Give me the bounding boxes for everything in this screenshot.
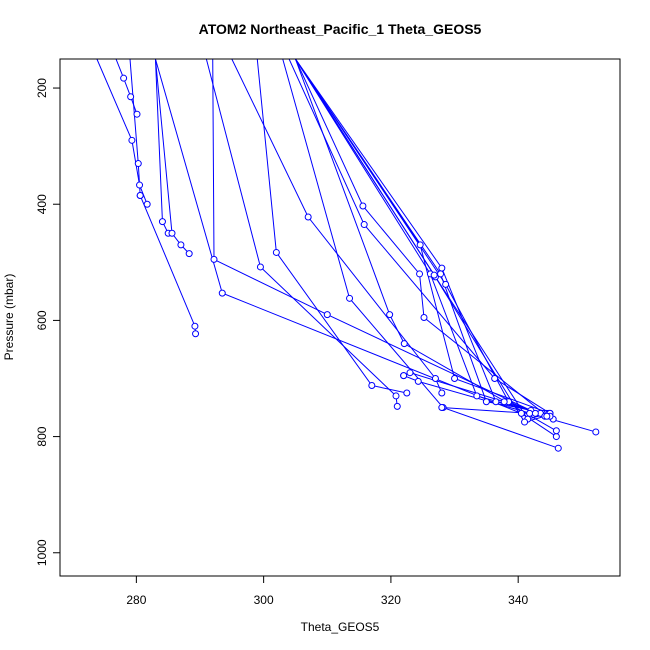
data-point bbox=[400, 372, 408, 380]
data-point bbox=[500, 398, 508, 406]
plot-frame bbox=[59, 58, 621, 577]
data-point bbox=[323, 311, 331, 319]
y-tick-label: 1000 bbox=[35, 539, 49, 566]
data-point bbox=[158, 218, 166, 226]
y-tick-label: 800 bbox=[35, 426, 49, 446]
chart-title: ATOM2 Northeast_Pacific_1 Theta_GEOS5 bbox=[199, 21, 482, 37]
data-point bbox=[552, 427, 560, 435]
data-point bbox=[134, 160, 142, 168]
data-point bbox=[218, 289, 226, 297]
data-point bbox=[592, 428, 600, 436]
data-point bbox=[442, 280, 450, 288]
data-point bbox=[431, 374, 439, 382]
data-point bbox=[168, 229, 176, 237]
data-point bbox=[143, 200, 151, 208]
data-point bbox=[360, 221, 368, 229]
x-tick-label: 340 bbox=[508, 593, 528, 607]
data-point bbox=[192, 330, 200, 338]
data-point bbox=[451, 374, 459, 382]
series-line-14 bbox=[288, 59, 551, 414]
data-point bbox=[136, 181, 144, 189]
data-point bbox=[473, 392, 481, 400]
data-point bbox=[531, 409, 539, 417]
series-line-10 bbox=[256, 59, 407, 394]
x-axis: 280 300 320 340 bbox=[126, 576, 529, 607]
data-point bbox=[127, 93, 135, 101]
data-point bbox=[482, 398, 490, 406]
series-line-15 bbox=[294, 59, 557, 432]
y-tick-label: 400 bbox=[35, 194, 49, 214]
data-point bbox=[406, 369, 414, 377]
data-point bbox=[416, 241, 424, 249]
data-point bbox=[386, 311, 394, 319]
data-point bbox=[392, 392, 400, 400]
series-line-6 bbox=[154, 59, 190, 254]
data-point bbox=[272, 248, 280, 256]
series-line-7 bbox=[212, 59, 532, 411]
data-point bbox=[517, 409, 525, 417]
data-point bbox=[526, 409, 534, 417]
data-point bbox=[492, 398, 500, 406]
x-tick-label: 300 bbox=[254, 593, 274, 607]
data-point bbox=[403, 389, 411, 397]
x-tick-label: 280 bbox=[126, 593, 146, 607]
y-axis-label: Pressure (mbar) bbox=[2, 274, 16, 361]
data-point bbox=[136, 192, 144, 200]
series-line-12 bbox=[282, 59, 559, 449]
series-line-8 bbox=[154, 59, 557, 437]
series-line-11 bbox=[231, 59, 443, 394]
data-point bbox=[438, 264, 446, 272]
data-point bbox=[177, 241, 185, 249]
data-point bbox=[416, 270, 424, 278]
data-point bbox=[368, 381, 376, 389]
data-point bbox=[543, 412, 551, 420]
data-point bbox=[359, 202, 367, 210]
data-point bbox=[414, 377, 422, 385]
marker-layer bbox=[120, 74, 600, 452]
data-point bbox=[256, 263, 264, 271]
x-tick-label: 320 bbox=[381, 593, 401, 607]
y-tick-label: 600 bbox=[35, 310, 49, 330]
data-point bbox=[438, 404, 446, 412]
data-point bbox=[185, 250, 193, 258]
series-line-21 bbox=[295, 59, 551, 414]
data-point bbox=[120, 74, 128, 82]
series-line-9 bbox=[205, 59, 398, 407]
data-point bbox=[521, 418, 529, 426]
data-point bbox=[491, 374, 499, 382]
data-point bbox=[210, 255, 218, 263]
y-axis: 200 400 600 800 1000 bbox=[35, 78, 60, 566]
data-point bbox=[437, 270, 445, 278]
data-point bbox=[128, 136, 136, 144]
data-point bbox=[420, 314, 428, 321]
data-point bbox=[554, 444, 562, 452]
y-tick-label: 200 bbox=[35, 78, 49, 98]
data-point bbox=[393, 402, 401, 410]
data-point bbox=[191, 322, 199, 330]
data-point bbox=[400, 340, 408, 348]
data-point bbox=[304, 213, 312, 221]
data-point bbox=[430, 271, 438, 279]
x-axis-label: Theta_GEOS5 bbox=[301, 620, 380, 634]
data-point bbox=[346, 294, 354, 302]
data-point bbox=[438, 389, 446, 397]
data-point bbox=[552, 433, 560, 441]
series-line-22 bbox=[295, 59, 546, 423]
data-point bbox=[133, 110, 141, 118]
